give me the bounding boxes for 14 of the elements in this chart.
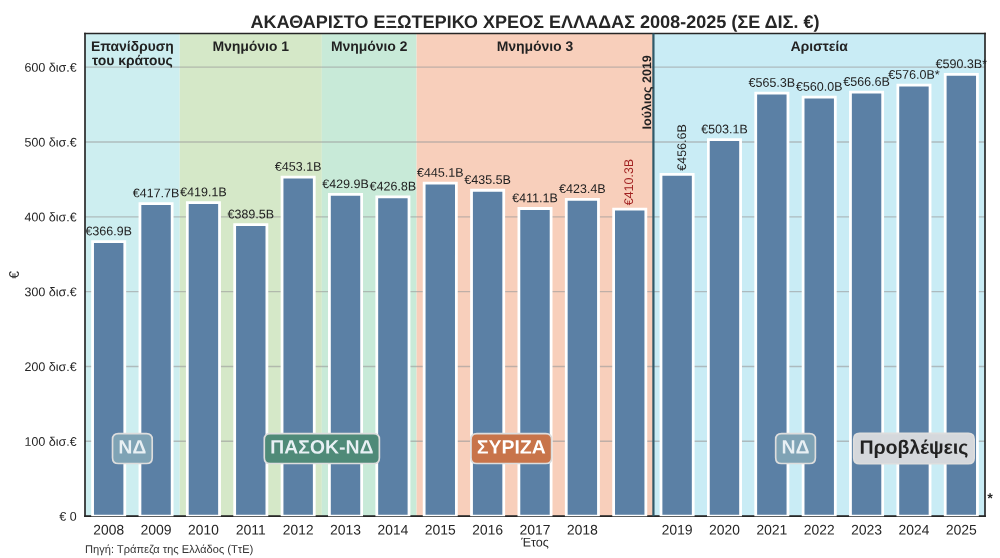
bar	[233, 223, 269, 517]
bar	[422, 181, 458, 517]
chart-title: ΑΚΑΘΑΡΙΣΤΟ ΕΞΩΤΕΡΙΚΟ ΧΡΕΟΣ ΕΛΛΑΔΑΣ 2008-2025 (ΣΕ ΔΙΣ. €)	[250, 14, 819, 32]
bar	[659, 173, 695, 517]
annotation: ΠΑΣΟΚ-ΝΔ	[271, 440, 373, 454]
annotation: ΝΔ	[119, 440, 146, 454]
annotation: ΣΥΡΙΖΑ	[477, 440, 546, 454]
annotation: ΝΔ	[782, 440, 809, 454]
annotation: Προβλέψεις	[860, 439, 968, 458]
bar	[375, 195, 411, 517]
bar	[185, 201, 221, 517]
bar	[612, 207, 648, 517]
bar	[564, 197, 600, 517]
bar	[706, 138, 742, 517]
